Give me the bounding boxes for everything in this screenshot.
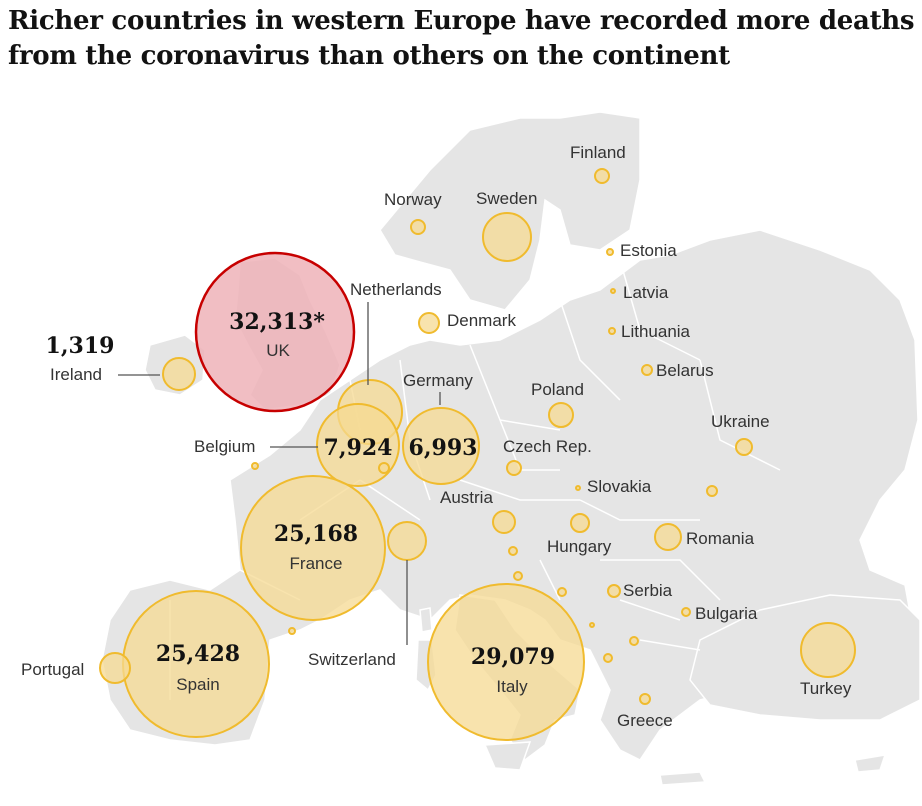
bubble-sweden — [482, 212, 532, 262]
label-sweden: Sweden — [476, 189, 537, 208]
bubble-poland — [548, 402, 574, 428]
label-switzerland: Switzerland — [308, 650, 396, 669]
bubble-germany — [402, 407, 480, 485]
bubble-latvia — [610, 288, 616, 294]
value-belgium: 7,924 — [324, 435, 393, 461]
label-austria: Austria — [440, 488, 493, 507]
bubble-belgium — [316, 403, 400, 487]
bubble-greece — [639, 693, 651, 705]
bubble-luxembourg — [378, 462, 390, 474]
bubble-denmark — [418, 312, 440, 334]
value-labels: 32,313* UK 29,079 Italy 25,428 Spain 25,… — [46, 309, 556, 696]
land-continent — [101, 229, 919, 761]
map-title: Richer countries in western Europe have … — [8, 4, 918, 74]
land-cyprus — [854, 754, 887, 773]
label-lithuania: Lithuania — [621, 322, 691, 341]
bubble-layer — [99, 168, 856, 741]
label-ireland: Ireland — [50, 365, 102, 384]
bubble-hungary — [570, 513, 590, 533]
value-uk: 32,313* — [229, 309, 325, 335]
bubble-estonia — [606, 248, 614, 256]
land-sicily — [483, 741, 532, 771]
label-spain: Spain — [176, 675, 219, 694]
country-labels: Finland Norway Sweden Estonia Latvia Net… — [21, 143, 852, 730]
land-corsica — [419, 607, 433, 633]
bubble-uk — [194, 251, 356, 413]
label-belgium: Belgium — [194, 437, 255, 456]
bubble-montenegro — [589, 622, 595, 628]
bubble-albania — [603, 653, 613, 663]
label-turkey: Turkey — [800, 679, 852, 698]
bubble-slovakia — [575, 485, 581, 491]
land-layer — [101, 111, 921, 786]
label-portugal: Portugal — [21, 660, 84, 679]
label-latvia: Latvia — [623, 283, 669, 302]
bubble-moldova — [706, 485, 718, 497]
label-ukraine: Ukraine — [711, 412, 770, 431]
label-romania: Romania — [686, 529, 755, 548]
label-estonia: Estonia — [620, 241, 677, 260]
title-line-1: Richer countries in western Europe have … — [8, 6, 915, 36]
bubble-lithuania — [608, 327, 616, 335]
label-poland: Poland — [531, 380, 584, 399]
bubble-austria — [492, 510, 516, 534]
bubble-ireland — [162, 357, 196, 391]
bubble-czech — [506, 460, 522, 476]
bubble-portugal — [99, 652, 131, 684]
label-belarus: Belarus — [656, 361, 714, 380]
land-scandinavia — [379, 111, 641, 311]
label-czech: Czech Rep. — [503, 437, 592, 456]
land-crete — [659, 771, 707, 786]
label-denmark: Denmark — [447, 311, 516, 330]
label-slovakia: Slovakia — [587, 477, 652, 496]
bubble-serbia — [607, 584, 621, 598]
title-line-2: from the coronavirus than others on the … — [8, 41, 730, 71]
bubble-italy — [427, 583, 585, 741]
label-serbia: Serbia — [623, 581, 673, 600]
leader-lines — [118, 302, 441, 645]
label-uk: UK — [266, 341, 290, 360]
label-hungary: Hungary — [547, 537, 612, 556]
bubble-romania — [654, 523, 682, 551]
bubble-croatia — [513, 571, 523, 581]
bubble-channel — [251, 462, 259, 470]
value-france: 25,168 — [274, 521, 358, 547]
label-france: France — [290, 554, 343, 573]
label-germany: Germany — [403, 371, 473, 390]
bubble-ukraine — [735, 438, 753, 456]
label-bulgaria: Bulgaria — [695, 604, 758, 623]
bubble-finland — [594, 168, 610, 184]
bubble-france — [240, 475, 386, 621]
bubble-andorra — [288, 627, 296, 635]
label-greece: Greece — [617, 711, 673, 730]
value-germany: 6,993 — [409, 435, 478, 461]
bubble-bosnia — [557, 587, 567, 597]
bubble-macedonia — [629, 636, 639, 646]
bubble-belarus — [641, 364, 653, 376]
label-italy: Italy — [496, 677, 528, 696]
value-ireland: 1,319 — [46, 333, 115, 359]
bubble-norway — [410, 219, 426, 235]
value-spain: 25,428 — [156, 641, 240, 667]
label-norway: Norway — [384, 190, 442, 209]
bubble-switzerland — [387, 521, 427, 561]
label-netherlands: Netherlands — [350, 280, 442, 299]
label-finland: Finland — [570, 143, 626, 162]
bubble-turkey — [800, 622, 856, 678]
bubble-bulgaria — [681, 607, 691, 617]
bubble-slovenia — [508, 546, 518, 556]
value-italy: 29,079 — [471, 644, 555, 670]
